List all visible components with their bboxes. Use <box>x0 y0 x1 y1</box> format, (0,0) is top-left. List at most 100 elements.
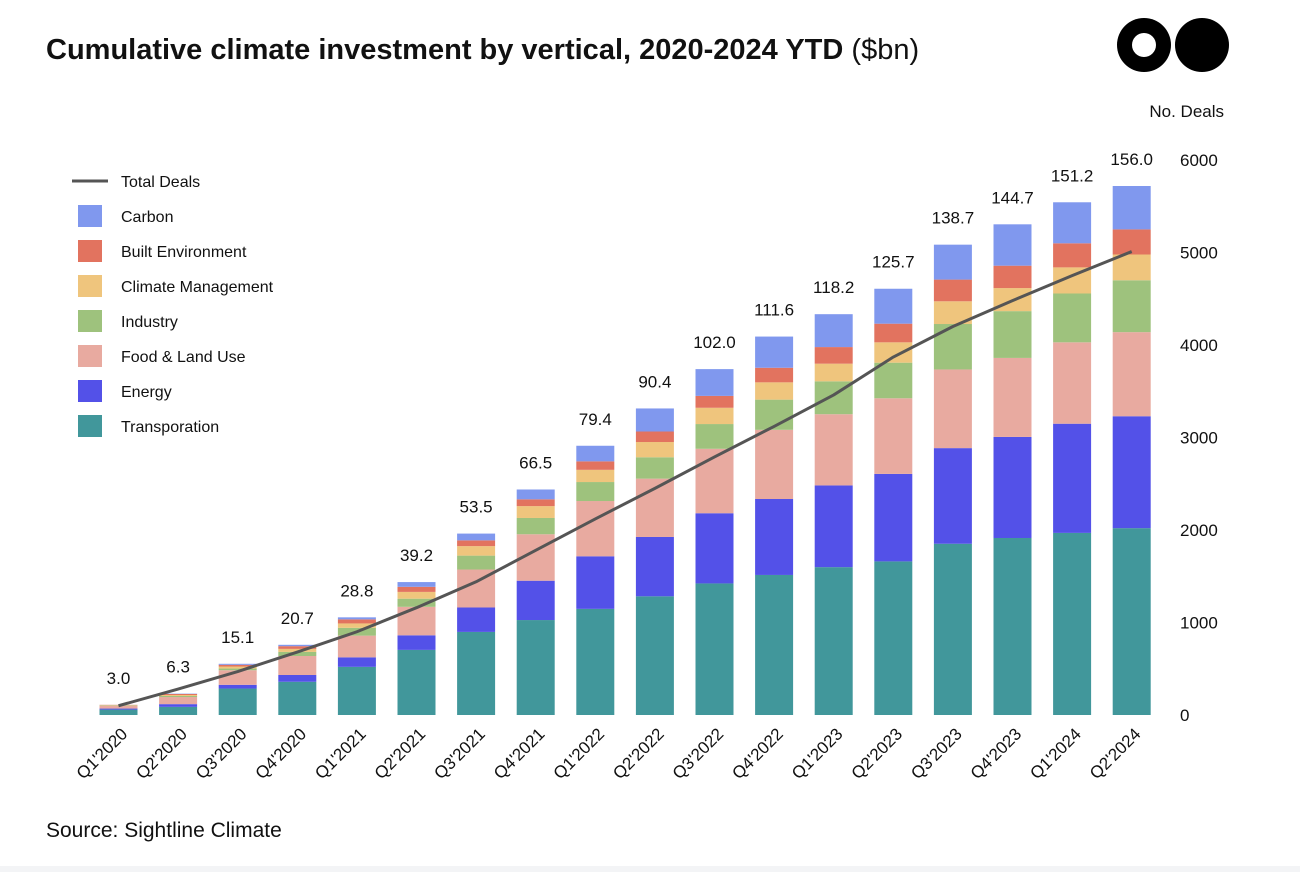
x-tick-label: Q1'2020 <box>73 724 132 783</box>
bar-segment-carbon <box>397 582 436 587</box>
bar-segment-industry <box>457 555 496 570</box>
legend-swatch-carbon <box>78 205 102 227</box>
bar-segment-carbon <box>1112 186 1151 230</box>
bar-segment-carbon <box>457 533 496 541</box>
bar-total-label: 20.7 <box>281 609 314 628</box>
bar-segment-energy <box>1053 423 1092 533</box>
legend-label-energy: Energy <box>121 384 172 401</box>
right-axis-tick-label: 2000 <box>1180 521 1218 540</box>
chart-title-main: Cumulative climate investment by vertica… <box>46 34 844 66</box>
x-tick-label: Q2'2021 <box>371 724 430 783</box>
bar-segment-industry <box>516 517 555 535</box>
x-tick-label: Q4'2023 <box>967 724 1026 783</box>
right-axis-tick-label: 0 <box>1180 706 1189 725</box>
bar-total-label: 118.2 <box>813 278 854 297</box>
legend-swatch-built-environment <box>78 240 102 262</box>
bar-segment-energy <box>755 498 794 575</box>
bar-segment-industry <box>993 311 1032 358</box>
bar-segment-transporation <box>278 681 317 715</box>
bar-total-label: 90.4 <box>638 372 671 391</box>
bar-segment-carbon <box>874 288 913 324</box>
bar-total-label: 66.5 <box>519 453 552 472</box>
bar-segment-industry <box>576 482 615 502</box>
bar-segment-industry <box>218 668 257 671</box>
x-tick-label: Q4'2022 <box>728 724 787 783</box>
bar-segment-built-environment <box>337 619 376 624</box>
legend-swatch-food-land-use <box>78 345 102 367</box>
bar-segment-transporation <box>933 543 972 715</box>
bar-segment-energy <box>874 473 913 562</box>
bar-segment-climate-management <box>337 623 376 628</box>
bar-segment-built-environment <box>397 586 436 592</box>
bar-segment-food-land-use <box>278 655 317 675</box>
legend-label-built-environment: Built Environment <box>121 244 247 261</box>
legend-label-total-deals: Total Deals <box>121 174 200 191</box>
bar-segment-built-environment <box>278 646 317 649</box>
bar-segment-built-environment <box>874 323 913 343</box>
footer-divider <box>0 866 1300 872</box>
legend-swatch-energy <box>78 380 102 402</box>
legend-label-industry: Industry <box>121 314 178 331</box>
bar-segment-climate-management <box>755 382 794 400</box>
bar-segment-energy <box>635 536 674 597</box>
bar-segment-climate-management <box>874 342 913 363</box>
bar-segment-energy <box>695 513 734 584</box>
bar-segment-transporation <box>516 620 555 715</box>
bar-segment-energy <box>993 436 1032 538</box>
bar-total-label: 138.7 <box>932 209 975 228</box>
bar-segment-transporation <box>814 567 853 715</box>
right-axis-tick-label: 5000 <box>1180 244 1218 263</box>
bar-segment-food-land-use <box>576 501 615 557</box>
bar-segment-industry <box>874 362 913 399</box>
bar-segment-carbon <box>635 408 674 432</box>
bar-segment-built-environment <box>755 367 794 383</box>
bar-segment-food-land-use <box>933 369 972 449</box>
bar-segment-climate-management <box>695 407 734 425</box>
bar-segment-transporation <box>457 631 496 715</box>
bar-segment-carbon <box>1053 202 1092 244</box>
bar-segment-built-environment <box>218 664 257 667</box>
bar-segment-carbon <box>933 244 972 280</box>
bar-segment-industry <box>1112 280 1151 333</box>
bar-segment-carbon <box>695 369 734 396</box>
bar-segment-carbon <box>755 336 794 368</box>
bar-segment-climate-management <box>159 694 198 697</box>
bar-segment-built-environment <box>1053 243 1092 268</box>
bar-segment-energy <box>99 708 138 710</box>
right-axis-tick-label: 6000 <box>1180 151 1218 170</box>
right-axis-tick-label: 3000 <box>1180 429 1218 448</box>
bar-segment-transporation <box>1053 532 1092 715</box>
bar-segment-carbon <box>814 314 853 348</box>
bar-segment-energy <box>933 448 972 544</box>
bar-segment-carbon <box>337 617 376 620</box>
bar-segment-energy <box>516 580 555 621</box>
right-axis-tick-label: 1000 <box>1180 614 1218 633</box>
bar-segment-industry <box>635 457 674 479</box>
total-deals-line <box>118 250 1133 708</box>
x-tick-label: Q3'2023 <box>907 724 966 783</box>
bar-total-label: 156.0 <box>1110 150 1153 169</box>
legend-label-climate-management: Climate Management <box>121 279 274 296</box>
x-tick-label: Q1'2024 <box>1026 724 1085 783</box>
bar-segment-built-environment <box>457 540 496 547</box>
bar-segment-transporation <box>993 537 1032 715</box>
bar-segment-transporation <box>218 688 257 715</box>
bar-segment-food-land-use <box>1112 332 1151 417</box>
bar-segment-energy <box>278 674 317 682</box>
x-tick-label: Q2'2022 <box>609 724 668 783</box>
bar-segment-food-land-use <box>695 448 734 514</box>
x-tick-label: Q4'2020 <box>252 724 311 783</box>
chart-title: Cumulative climate investment by vertica… <box>46 28 919 72</box>
bar-segment-climate-management <box>457 546 496 556</box>
bar-segment-industry <box>695 424 734 449</box>
right-axis-title: No. Deals <box>1149 102 1224 121</box>
legend-label-carbon: Carbon <box>121 209 173 226</box>
bar-segment-energy <box>159 704 198 707</box>
bar-segment-energy <box>1112 416 1151 529</box>
bar-segment-transporation <box>337 666 376 715</box>
bar-segment-carbon <box>516 489 555 500</box>
bar-segment-industry <box>1053 293 1092 343</box>
bar-segment-climate-management <box>933 301 972 325</box>
bar-segment-climate-management <box>635 442 674 458</box>
